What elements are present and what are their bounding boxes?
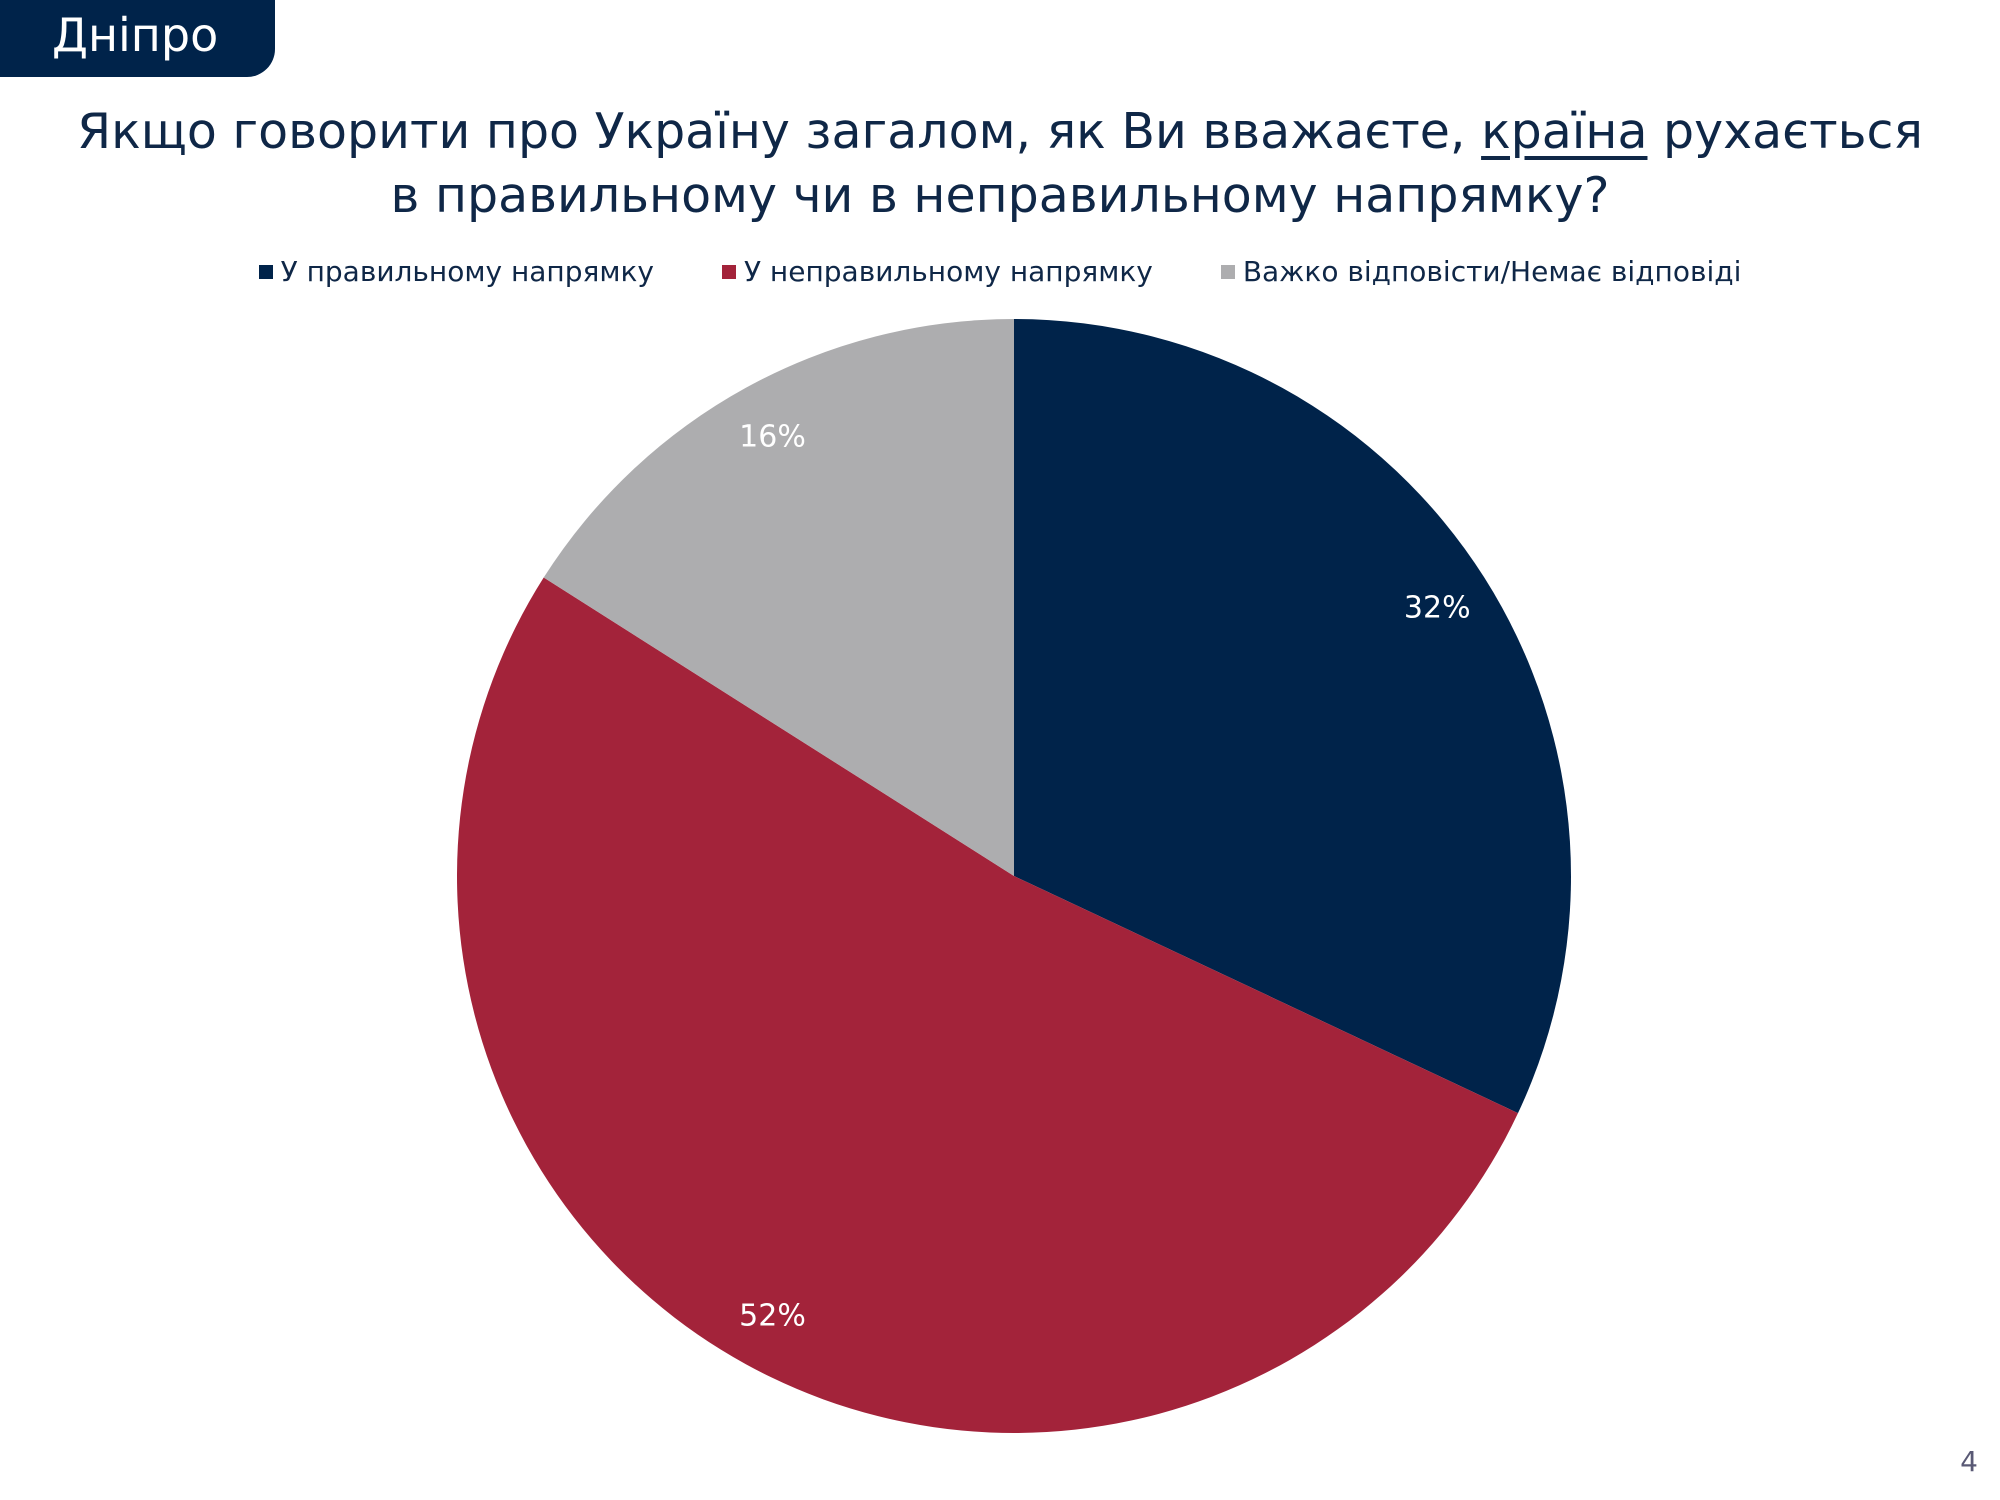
- data-label: 52%: [739, 1298, 806, 1333]
- chart-title: Якщо говорити про Україну загалом, як Ви…: [0, 100, 2000, 228]
- title-part: Якщо говорити про Україну загалом, як Ви…: [77, 103, 1482, 160]
- pie-slice: [1014, 319, 1572, 1114]
- region-tab: Дніпро: [0, 0, 275, 77]
- title-part: рухається: [1647, 103, 1923, 160]
- legend-swatch: [721, 264, 736, 279]
- legend-label: У правильному напрямку: [280, 255, 654, 288]
- data-label: 32%: [1404, 590, 1471, 625]
- legend-label: Важко відповісти/Немає відповіді: [1242, 255, 1742, 288]
- title-line-2: в правильному чи в неправильному напрямк…: [390, 167, 1610, 224]
- pie-slice: [543, 319, 1014, 876]
- chart-legend: У правильному напрямку У неправильному н…: [0, 255, 2000, 288]
- legend-item-wrong-direction: У неправильному напрямку: [721, 255, 1153, 288]
- legend-label: У неправильному напрямку: [743, 255, 1153, 288]
- legend-swatch: [1220, 264, 1235, 279]
- pie-slice: [457, 577, 1518, 1433]
- legend-swatch: [258, 264, 273, 279]
- page-number: 4: [1960, 1445, 1978, 1478]
- legend-item-hard-to-say: Важко відповісти/Немає відповіді: [1220, 255, 1742, 288]
- legend-item-right-direction: У правильному напрямку: [258, 255, 654, 288]
- title-underlined-word: країна: [1481, 103, 1648, 160]
- data-label: 16%: [739, 420, 806, 455]
- region-tab-label: Дніпро: [52, 8, 219, 62]
